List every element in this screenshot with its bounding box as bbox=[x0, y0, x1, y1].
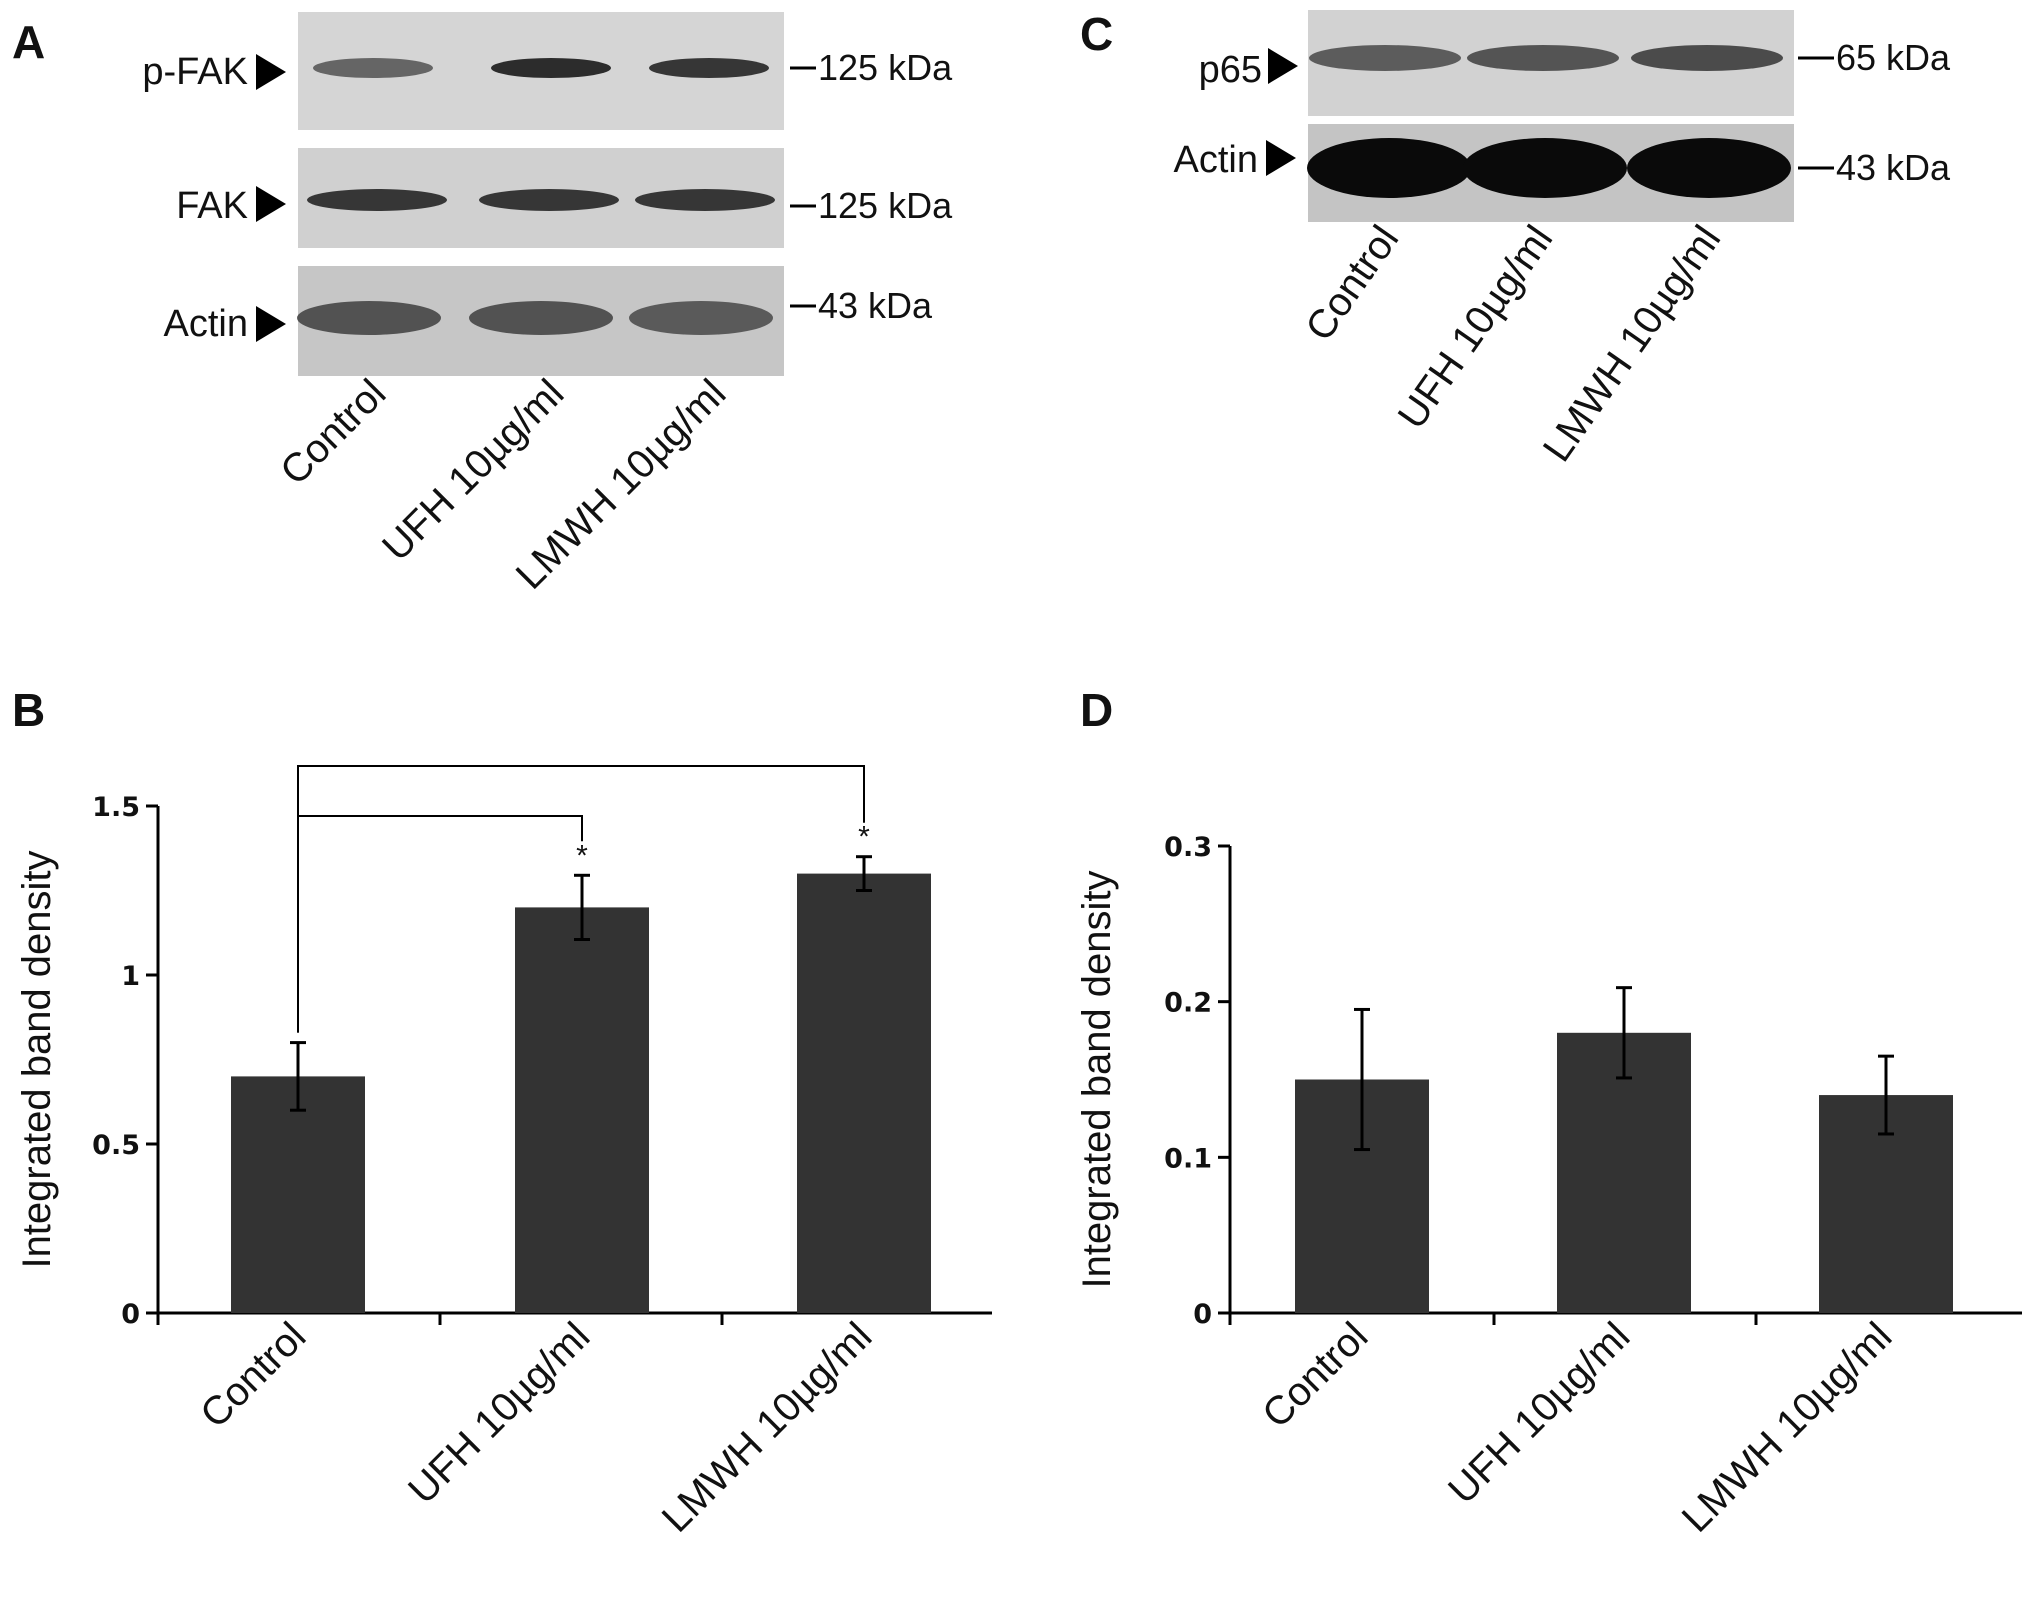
significance-bracket bbox=[297, 765, 865, 1033]
lane-label-ufh: UFH 10µg/ml bbox=[1390, 218, 1562, 437]
blot-bands bbox=[307, 189, 775, 211]
x-category-label: UFH 10µg/ml bbox=[1440, 1314, 1638, 1512]
x-category-label: Control bbox=[1254, 1314, 1376, 1436]
blot-bands bbox=[1307, 138, 1791, 198]
bar bbox=[797, 873, 931, 1313]
significance-star: * bbox=[858, 821, 870, 854]
y-tick-label: 1.5 bbox=[92, 792, 140, 823]
arrowhead-icon bbox=[256, 54, 286, 90]
lane-label-control: Control bbox=[1297, 218, 1407, 349]
y-tick-label: 0.2 bbox=[1164, 988, 1212, 1019]
lane-label-control: Control bbox=[272, 371, 394, 493]
bar bbox=[231, 1076, 365, 1313]
marker-label: 125 kDa bbox=[818, 47, 953, 88]
x-category-label: LMWH 10µg/ml bbox=[654, 1314, 881, 1541]
panel-letter-c: C bbox=[1080, 8, 1113, 60]
marker-label: 125 kDa bbox=[818, 185, 953, 226]
panel-c: C p65 65 kDa Actin 43 kDa Control UFH 10… bbox=[1080, 8, 1951, 470]
blot-label-pfak: p-FAK bbox=[142, 51, 248, 93]
arrowhead-icon bbox=[1268, 48, 1298, 84]
arrowhead-icon bbox=[1266, 140, 1296, 176]
panel-letter-b: B bbox=[12, 684, 45, 736]
blot-a-pfak: p-FAK 125 kDa bbox=[142, 12, 953, 130]
blot-band bbox=[1467, 45, 1619, 71]
lane-label-lmwh: LMWH 10µg/ml bbox=[1535, 218, 1730, 470]
blot-band bbox=[635, 189, 775, 211]
blot-band bbox=[1309, 45, 1461, 71]
blot-a-actin: Actin 43 kDa bbox=[164, 266, 933, 376]
blot-band bbox=[1463, 138, 1627, 198]
y-tick-label: 1 bbox=[121, 961, 140, 992]
y-tick-label: 0 bbox=[1193, 1299, 1212, 1330]
panel-a: A p-FAK 125 kDa FAK 125 kDa Actin 43 bbox=[12, 12, 953, 598]
blot-label-actin: Actin bbox=[164, 303, 248, 345]
bar bbox=[515, 907, 649, 1313]
blot-c-p65: p65 65 kDa bbox=[1199, 10, 1951, 116]
blot-band bbox=[649, 58, 769, 78]
significance-star: * bbox=[576, 839, 588, 872]
y-tick-label: 0.1 bbox=[1164, 1143, 1212, 1174]
blot-band bbox=[1627, 138, 1791, 198]
x-category-label: Control bbox=[192, 1314, 314, 1436]
x-category-label: UFH 10µg/ml bbox=[400, 1314, 598, 1512]
panel-b: B 0 0.5 1 1.5 Integrated band density Control… bbox=[12, 684, 992, 1541]
marker-label: 65 kDa bbox=[1836, 37, 1951, 78]
panel-d: D 0 0.1 0.2 0.3 Integrated band density Contr… bbox=[1075, 684, 2022, 1541]
blot-bands bbox=[1309, 45, 1783, 71]
marker-label: 43 kDa bbox=[818, 285, 933, 326]
panel-letter-a: A bbox=[12, 16, 45, 68]
blot-bands bbox=[313, 58, 769, 78]
blot-band bbox=[307, 189, 447, 211]
blot-band bbox=[491, 58, 611, 78]
y-axis-title: Integrated band density bbox=[15, 850, 59, 1268]
marker-label: 43 kDa bbox=[1836, 147, 1951, 188]
blot-bands bbox=[297, 301, 773, 335]
blot-band bbox=[479, 189, 619, 211]
blot-band bbox=[1307, 138, 1471, 198]
x-category-label: LMWH 10µg/ml bbox=[1674, 1314, 1901, 1541]
arrowhead-icon bbox=[256, 306, 286, 342]
bar-chart-d: 0 0.1 0.2 0.3 Integrated band density Control… bbox=[1075, 832, 2022, 1541]
arrowhead-icon bbox=[256, 186, 286, 222]
y-axis-title: Integrated band density bbox=[1075, 870, 1119, 1288]
y-tick-label: 0.3 bbox=[1164, 832, 1212, 863]
blot-band bbox=[629, 301, 773, 335]
blot-band bbox=[469, 301, 613, 335]
blot-a-fak: FAK 125 kDa bbox=[176, 148, 953, 248]
panel-letter-d: D bbox=[1080, 684, 1113, 736]
blot-band bbox=[313, 58, 433, 78]
bar bbox=[1557, 1032, 1691, 1313]
bar-chart-b: 0 0.5 1 1.5 Integrated band density Control UF… bbox=[15, 765, 992, 1541]
blot-label-fak: FAK bbox=[176, 185, 248, 227]
y-tick-label: 0 bbox=[121, 1299, 140, 1330]
blot-c-actin: Actin 43 kDa bbox=[1174, 124, 1951, 222]
blot-label-actin-c: Actin bbox=[1174, 139, 1258, 181]
blot-band bbox=[1631, 45, 1783, 71]
y-tick-label: 0.5 bbox=[92, 1130, 140, 1161]
blot-label-p65: p65 bbox=[1199, 49, 1262, 91]
blot-band bbox=[297, 301, 441, 335]
